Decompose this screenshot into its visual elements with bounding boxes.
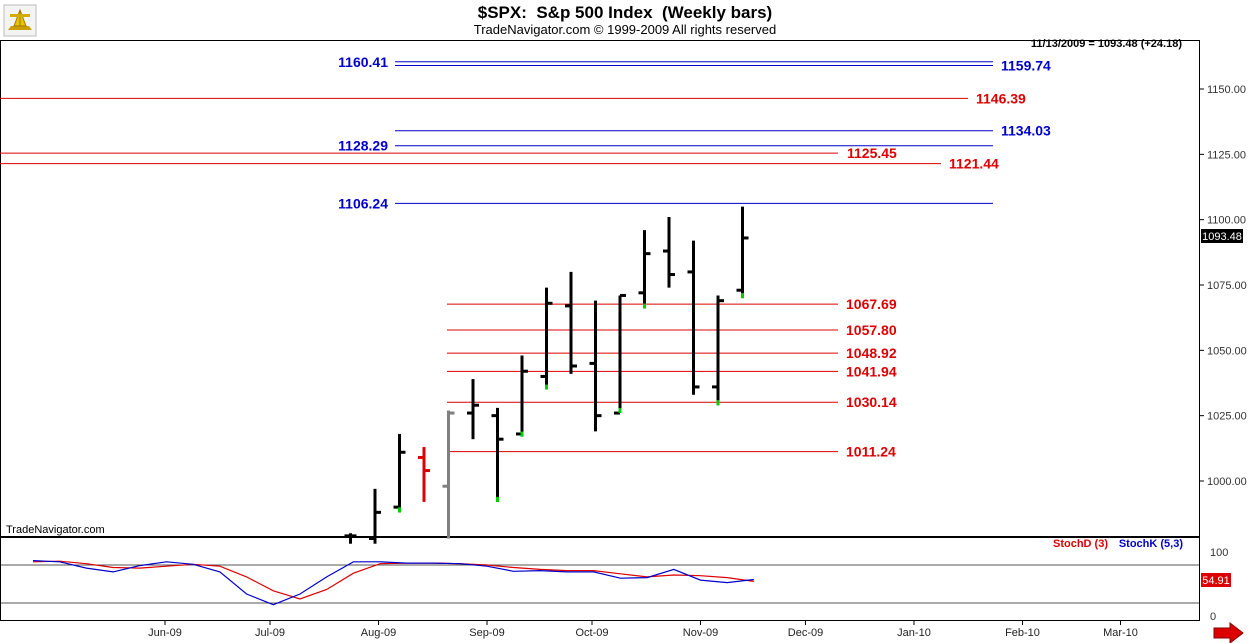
ohlc-bar (516, 355, 528, 437)
level-label: 1067.69 (846, 296, 897, 312)
level-label: 1160.41 (338, 54, 388, 70)
chart-subtitle: TradeNavigator.com © 1999-2009 All right… (473, 22, 777, 37)
date-tick-label: Nov-09 (683, 627, 718, 639)
ohlc-bar (418, 447, 430, 502)
ohlc-bar (369, 488, 381, 544)
price-tick-label: 1075.00 (1207, 280, 1247, 292)
indicator-panel-frame (0, 537, 1200, 621)
level-label: 1128.29 (338, 138, 388, 154)
date-tick-label: Jan-10 (897, 627, 931, 639)
ohlc-bar (540, 287, 553, 390)
level-label: 1134.03 (1001, 123, 1051, 139)
date-tick-label: Sep-09 (469, 627, 504, 639)
level-label: 1057.80 (846, 322, 897, 338)
price-tick-label: 1125.00 (1207, 149, 1246, 161)
date-tick-label: Feb-10 (1005, 627, 1040, 639)
price-tick-label: 1000.00 (1207, 476, 1247, 488)
stoch-d-legend: StochD (3) (1053, 538, 1108, 550)
ohlc-bar (565, 271, 577, 374)
ohlc-bar (393, 433, 406, 513)
date-tick-label: Jul-09 (255, 627, 285, 639)
stoch-k-legend: StochK (5,3) (1119, 538, 1184, 550)
date-axis: Jun-09 Jul-09 Aug-09 Sep-09 Oct-09 Nov-09 Dec-… (148, 621, 1138, 639)
price-bars-layer (344, 206, 749, 544)
stoch-scale-top: 100 (1210, 547, 1228, 559)
ohlc-bar (687, 240, 700, 395)
date-tick-label: Jun-09 (148, 627, 182, 639)
price-tick-label: 1100.00 (1207, 215, 1246, 227)
last-price-badge-bg (1201, 229, 1243, 243)
stoch-badge-bg (1201, 573, 1231, 587)
stoch-scale-bottom: 0 (1210, 611, 1216, 623)
price-axis: 1000.00 1025.00 1050.00 1075.00 1100.00 1125.… (1199, 84, 1247, 488)
level-label: 1146.39 (976, 90, 1026, 106)
price-tick-label: 1025.00 (1207, 411, 1247, 423)
price-panel-frame (0, 40, 1200, 537)
date-tick-label: Mar-10 (1103, 627, 1138, 639)
date-tick-label: Oct-09 (575, 627, 608, 639)
scroll-right-arrow-icon[interactable] (1213, 621, 1244, 643)
last-price-badge: 1093.48 (1202, 231, 1242, 243)
ohlc-bar (442, 410, 455, 539)
ohlc-bar (344, 533, 357, 544)
stoch-badge: 54.91 (1202, 575, 1230, 587)
level-label: 1121.44 (949, 156, 999, 172)
price-tick-label: 1050.00 (1207, 345, 1247, 357)
level-label: 1048.92 (846, 345, 897, 361)
level-label: 1159.74 (1001, 58, 1051, 74)
chart-title: $SPX: S&p 500 Index (Weekly bars) (477, 3, 773, 22)
level-label: 1041.94 (846, 363, 897, 379)
ohlc-bar (467, 379, 479, 440)
level-label: 1106.24 (338, 195, 388, 211)
stochastic-layer (32, 560, 754, 606)
ohlc-bar (638, 230, 651, 309)
price-tick-label: 1150.00 (1207, 84, 1246, 96)
level-lines-layer: 1160.41 1159.74 1146.39 1134.03 1128.29 1125.… (0, 54, 1051, 460)
level-label: 1030.14 (846, 394, 897, 410)
stoch-k-line (32, 560, 754, 606)
ohlc-bar (712, 295, 724, 406)
ohlc-bar (614, 293, 626, 415)
stoch-d-line (32, 560, 754, 600)
date-tick-label: Dec-09 (788, 627, 823, 639)
ohlc-bar (589, 300, 602, 432)
chart-header: $SPX: S&p 500 Index (Weekly bars) TradeN… (0, 0, 1250, 40)
trade-navigator-logo-icon[interactable] (2, 2, 38, 38)
level-label: 1011.24 (846, 444, 896, 460)
level-label: 1125.45 (847, 145, 897, 161)
date-tick-label: Aug-09 (361, 627, 396, 639)
ohlc-bar (491, 407, 504, 502)
ohlc-bar (736, 206, 749, 299)
ohlc-bar (663, 217, 675, 288)
info-readout: 11/13/2009 = 1093.48 (+24.18) (1031, 38, 1182, 50)
watermark-text: TradeNavigator.com (6, 524, 105, 536)
